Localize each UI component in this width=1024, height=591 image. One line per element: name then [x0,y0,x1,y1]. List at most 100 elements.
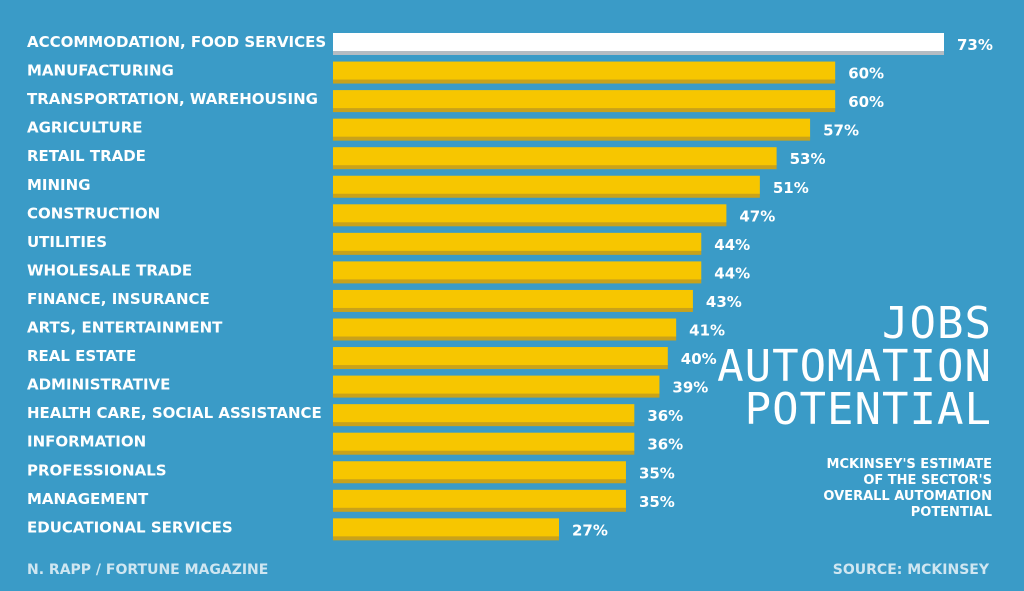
chart-subtitle: MCKINSEY'S ESTIMATE OF THE SECTOR'S OVER… [732,457,992,521]
bar-shadow [333,335,677,341]
bar-shadow [333,192,760,198]
value-label: 39% [672,379,708,397]
title-line: JOBS [882,298,992,349]
value-label: 44% [714,264,750,282]
source-text: SOURCE: MCKINSEY [832,562,989,578]
bar-group: ADMINISTRATIVE 39% [27,375,708,398]
value-label: 41% [689,322,725,340]
value-label: 57% [823,122,859,140]
value-label: 40% [681,350,717,368]
bar [333,175,760,194]
subtitle-line: OVERALL AUTOMATION [823,489,992,504]
title-line: POTENTIAL [744,384,992,435]
bar-shadow [333,449,635,455]
bar-shadow [333,221,727,227]
value-label: 53% [790,150,826,168]
bar-shadow [333,107,836,113]
bar-group: AGRICULTURE 57% [27,119,859,141]
bar-group: MANUFACTURING 60% [27,61,884,84]
bar [333,61,836,80]
value-label: 73% [957,36,993,54]
bar [333,147,777,166]
bar [333,261,702,280]
bar-shadow [333,278,702,284]
bar-group: CONSTRUCTION 47% [27,204,775,227]
subtitle-line: MCKINSEY'S ESTIMATE [826,457,992,472]
value-label: 43% [706,293,742,311]
value-label: 35% [639,464,675,482]
category-label: RETAIL TRADE [27,147,146,165]
bar [333,375,660,394]
category-label: MANAGEMENT [27,490,149,508]
bar-group: UTILITIES 44% [27,232,750,255]
bar-shadow [333,535,559,541]
bar-group: PROFESSIONALS 35% [27,461,675,484]
credit-text: N. RAPP / FORTUNE MAGAZINE [27,562,269,578]
bar-group: MINING 51% [27,175,809,198]
subtitle-line: OF THE SECTOR'S [863,473,992,488]
bar [333,347,668,366]
bar-group: EDUCATIONAL SERVICES 27% [27,518,608,541]
bar-shadow [333,392,660,398]
bar-shadow [333,364,668,370]
bar-shadow [333,164,777,170]
category-label: PROFESSIONALS [27,461,167,479]
value-label: 35% [639,493,675,511]
category-label: WHOLESALE TRADE [27,261,192,279]
bar-shadow [333,306,693,312]
bar-shadow [333,50,944,55]
bar-shadow [333,249,702,255]
bar [333,318,677,337]
bar-group: WHOLESALE TRADE 44% [27,261,750,284]
category-label: ARTS, ENTERTAINMENT [27,319,223,337]
value-label: 27% [572,521,608,539]
bar [333,461,626,480]
category-label: FINANCE, INSURANCE [27,290,210,308]
bar-group: HEALTH CARE, SOCIAL ASSISTANCE 36% [27,404,683,427]
bar-shadow [333,506,626,512]
category-label: AGRICULTURE [27,119,143,137]
category-label: EDUCATIONAL SERVICES [27,518,233,536]
value-label: 47% [739,207,775,225]
title-line: AUTOMATION [717,341,992,392]
bar [333,518,559,537]
category-label: REAL ESTATE [27,347,136,365]
bar-group: RETAIL TRADE 53% [27,147,826,170]
category-label: CONSTRUCTION [27,204,160,222]
bar [333,489,626,508]
category-label: TRANSPORTATION, WAREHOUSING [27,90,318,108]
bar-group: INFORMATION 36% [27,432,683,455]
bar [333,232,702,251]
subtitle-line: POTENTIAL [910,505,992,520]
category-label: ACCOMMODATION, FOOD SERVICES [27,33,326,51]
bar-group: ACCOMMODATION, FOOD SERVICES 73% [27,33,993,55]
bar-group: REAL ESTATE 40% [27,347,717,370]
category-label: INFORMATION [27,433,146,451]
value-label: 36% [647,407,683,425]
value-label: 36% [647,436,683,454]
category-label: HEALTH CARE, SOCIAL ASSISTANCE [27,404,322,422]
bar [333,118,811,137]
value-label: 60% [848,65,884,83]
bar-group: ARTS, ENTERTAINMENT 41% [27,318,725,341]
bar [333,404,635,423]
bar [333,33,944,51]
bar-group: TRANSPORTATION, WAREHOUSING 60% [27,90,884,113]
value-label: 44% [714,236,750,254]
category-label: UTILITIES [27,233,107,251]
bar-shadow [333,478,626,484]
bar-shadow [333,78,836,84]
bar [333,90,836,109]
value-label: 51% [773,179,809,197]
category-label: ADMINISTRATIVE [27,376,170,394]
category-label: MANUFACTURING [27,62,174,80]
chart-title: JOBS AUTOMATION POTENTIAL [632,298,992,435]
bar-shadow [333,135,811,141]
bar-group: MANAGEMENT 35% [27,489,675,512]
bar-group: FINANCE, INSURANCE 43% [27,289,742,312]
value-label: 60% [848,93,884,111]
bar [333,289,693,308]
bar [333,432,635,451]
